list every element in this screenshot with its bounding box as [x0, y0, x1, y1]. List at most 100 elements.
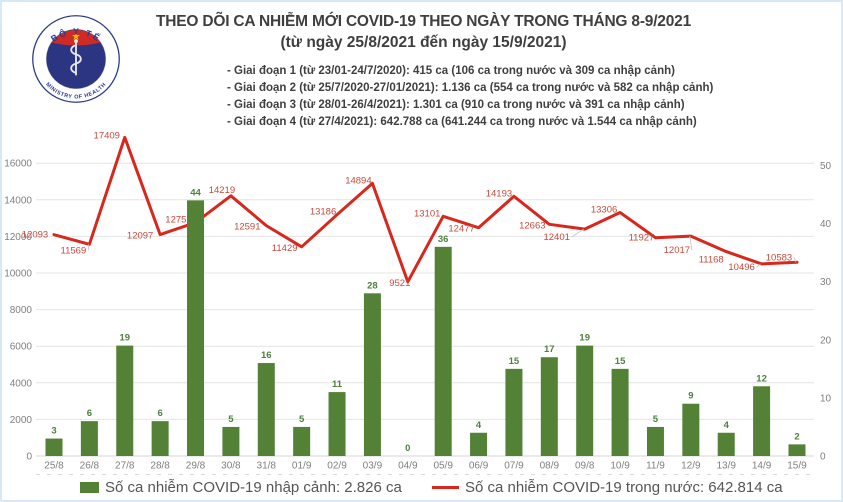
- left-axis-tick: 6000: [10, 342, 33, 353]
- bar-value-label: 15: [615, 356, 626, 367]
- left-axis-tick: 0: [26, 452, 32, 463]
- x-axis-tick: 15/9: [787, 461, 807, 472]
- line-value-label: 11429: [272, 243, 298, 254]
- line-value-label: 12591: [234, 222, 260, 233]
- x-axis-tick: 04/9: [398, 461, 418, 472]
- bar-value-label: 4: [476, 420, 482, 431]
- page-title: THEO DÕI CA NHIỄM MỚI COVID-19 THEO NGÀY…: [156, 13, 691, 30]
- x-axis-tick: 14/9: [752, 461, 772, 472]
- right-axis-tick: 0: [820, 452, 826, 463]
- right-axis-tick: 40: [820, 219, 832, 230]
- x-axis-tick: 05/9: [433, 461, 453, 472]
- line-value-label: 14219: [209, 185, 235, 196]
- bar: [505, 368, 523, 456]
- bar: [222, 426, 240, 456]
- label-leader: [571, 228, 584, 238]
- x-axis-tick: 06/9: [469, 461, 489, 472]
- label-leader: [689, 236, 693, 251]
- x-axis-tick: 13/9: [716, 461, 736, 472]
- line-value-label: 11168: [699, 255, 724, 266]
- line-value-label: 13186: [310, 207, 336, 218]
- line-value-label: 12017: [664, 245, 690, 256]
- bar-value-label: 6: [87, 408, 92, 419]
- bar: [682, 403, 700, 456]
- bar-value-label: 17: [544, 344, 555, 355]
- right-axis-tick: 50: [820, 161, 832, 172]
- phase-line-3: - Giai đoạn 3 (từ 28/01-26/4/2021): 1.30…: [227, 99, 685, 111]
- line-value-label: 12477: [448, 224, 474, 235]
- x-axis-tick: 29/8: [186, 461, 206, 472]
- bar-value-label: 44: [190, 187, 201, 198]
- x-axis-tick: 28/8: [150, 461, 170, 472]
- left-axis-tick: 14000: [4, 195, 32, 206]
- phase-line-1: - Giai đoạn 1 (từ 23/01-24/7/2020): 415 …: [227, 65, 675, 77]
- report-header: THEO DÕI CA NHIỄM MỚI COVID-19 THEO NGÀY…: [2, 2, 841, 52]
- bar-value-label: 4: [724, 420, 730, 431]
- line-value-label: 12663: [519, 220, 545, 231]
- bar: [576, 345, 594, 456]
- line-value-label: 9521: [389, 278, 410, 289]
- bar-value-label: 15: [509, 356, 520, 367]
- x-axis-tick: 10/9: [610, 461, 630, 472]
- x-axis-tick: 09/8: [575, 461, 595, 472]
- bar-value-label: 12: [756, 373, 767, 384]
- x-axis-tick: 30/8: [221, 461, 241, 472]
- phase-line-4: - Giai đoạn 4 (từ 27/4/2021): 642.788 ca…: [227, 116, 697, 128]
- bar: [45, 438, 63, 456]
- x-axis-tick: 25/8: [44, 461, 64, 472]
- bar-value-label: 6: [157, 408, 162, 419]
- label-leader: [756, 263, 761, 268]
- line-value-label: 12097: [127, 231, 153, 242]
- line-value-label: 12752: [165, 215, 191, 226]
- line-value-label: 10496: [728, 262, 754, 273]
- bar: [151, 421, 169, 456]
- line-value-label: 14193: [486, 188, 512, 199]
- x-axis-tick: 08/9: [540, 461, 560, 472]
- right-axis-labels: 0 10 20 30 40 50: [820, 161, 832, 463]
- ministry-of-health-logo: BỘ Y TẾ MINISTRY OF HEALTH: [32, 15, 120, 103]
- line-value-label: 17409: [94, 130, 120, 141]
- x-axis-tick: 31/8: [257, 461, 277, 472]
- phase-summary: - Giai đoạn 1 (từ 23/01-24/7/2020): 415 …: [227, 63, 713, 131]
- bar-value-label: 5: [653, 414, 659, 425]
- line-value-label: 13306: [591, 205, 617, 216]
- x-axis-tick: 27/8: [115, 461, 135, 472]
- right-axis-tick: 30: [820, 277, 832, 288]
- line-value-label: 12093: [22, 230, 48, 241]
- x-axis-tick: 26/8: [80, 461, 100, 472]
- bar-value-label: 36: [438, 234, 449, 245]
- bar: [434, 246, 452, 456]
- line-value-label: 13101: [414, 208, 440, 219]
- left-axis-tick: 2000: [10, 415, 33, 426]
- bar: [540, 357, 558, 456]
- left-axis-tick: 4000: [10, 378, 33, 389]
- left-axis-tick: 10000: [4, 269, 32, 280]
- bar-value-label: 5: [299, 414, 305, 425]
- bar-value-label: 5: [228, 414, 234, 425]
- x-axis-tick: 12/9: [681, 461, 701, 472]
- x-axis-tick: 03/9: [363, 461, 383, 472]
- bar-value-label: 0: [405, 443, 410, 454]
- bar: [80, 421, 98, 456]
- bar: [363, 293, 381, 456]
- bar-value-label: 9: [688, 391, 693, 402]
- asclepius-staff-icon: [70, 39, 82, 76]
- left-axis-labels: 0 2000 4000 6000 8000 10000 12000 14000 16000: [4, 159, 32, 463]
- domestic-cases-line: [52, 135, 799, 284]
- bar-value-label: 19: [119, 333, 130, 344]
- legend-item-domestic-cases: Số ca nhiễm COVID-19 trong nước: 642.814…: [432, 476, 783, 498]
- bar: [788, 444, 806, 456]
- chart-legend: Số ca nhiễm COVID-19 nhập cảnh: 2.826 ca…: [2, 476, 841, 498]
- bar: [187, 200, 205, 456]
- bar-value-label: 3: [51, 426, 56, 437]
- legend-swatch-line: [432, 485, 459, 489]
- bar: [293, 426, 311, 456]
- line-value-label: 14894: [345, 175, 371, 186]
- bar-value-label: 16: [261, 350, 272, 361]
- legend-label-imported: Số ca nhiễm COVID-19 nhập cảnh: 2.826 ca: [105, 478, 402, 496]
- left-axis-tick: 8000: [10, 305, 33, 316]
- bar: [611, 368, 629, 456]
- line-value-labels: 12093 11569 17409 12097 12752 14219 12591 11429…: [22, 130, 797, 289]
